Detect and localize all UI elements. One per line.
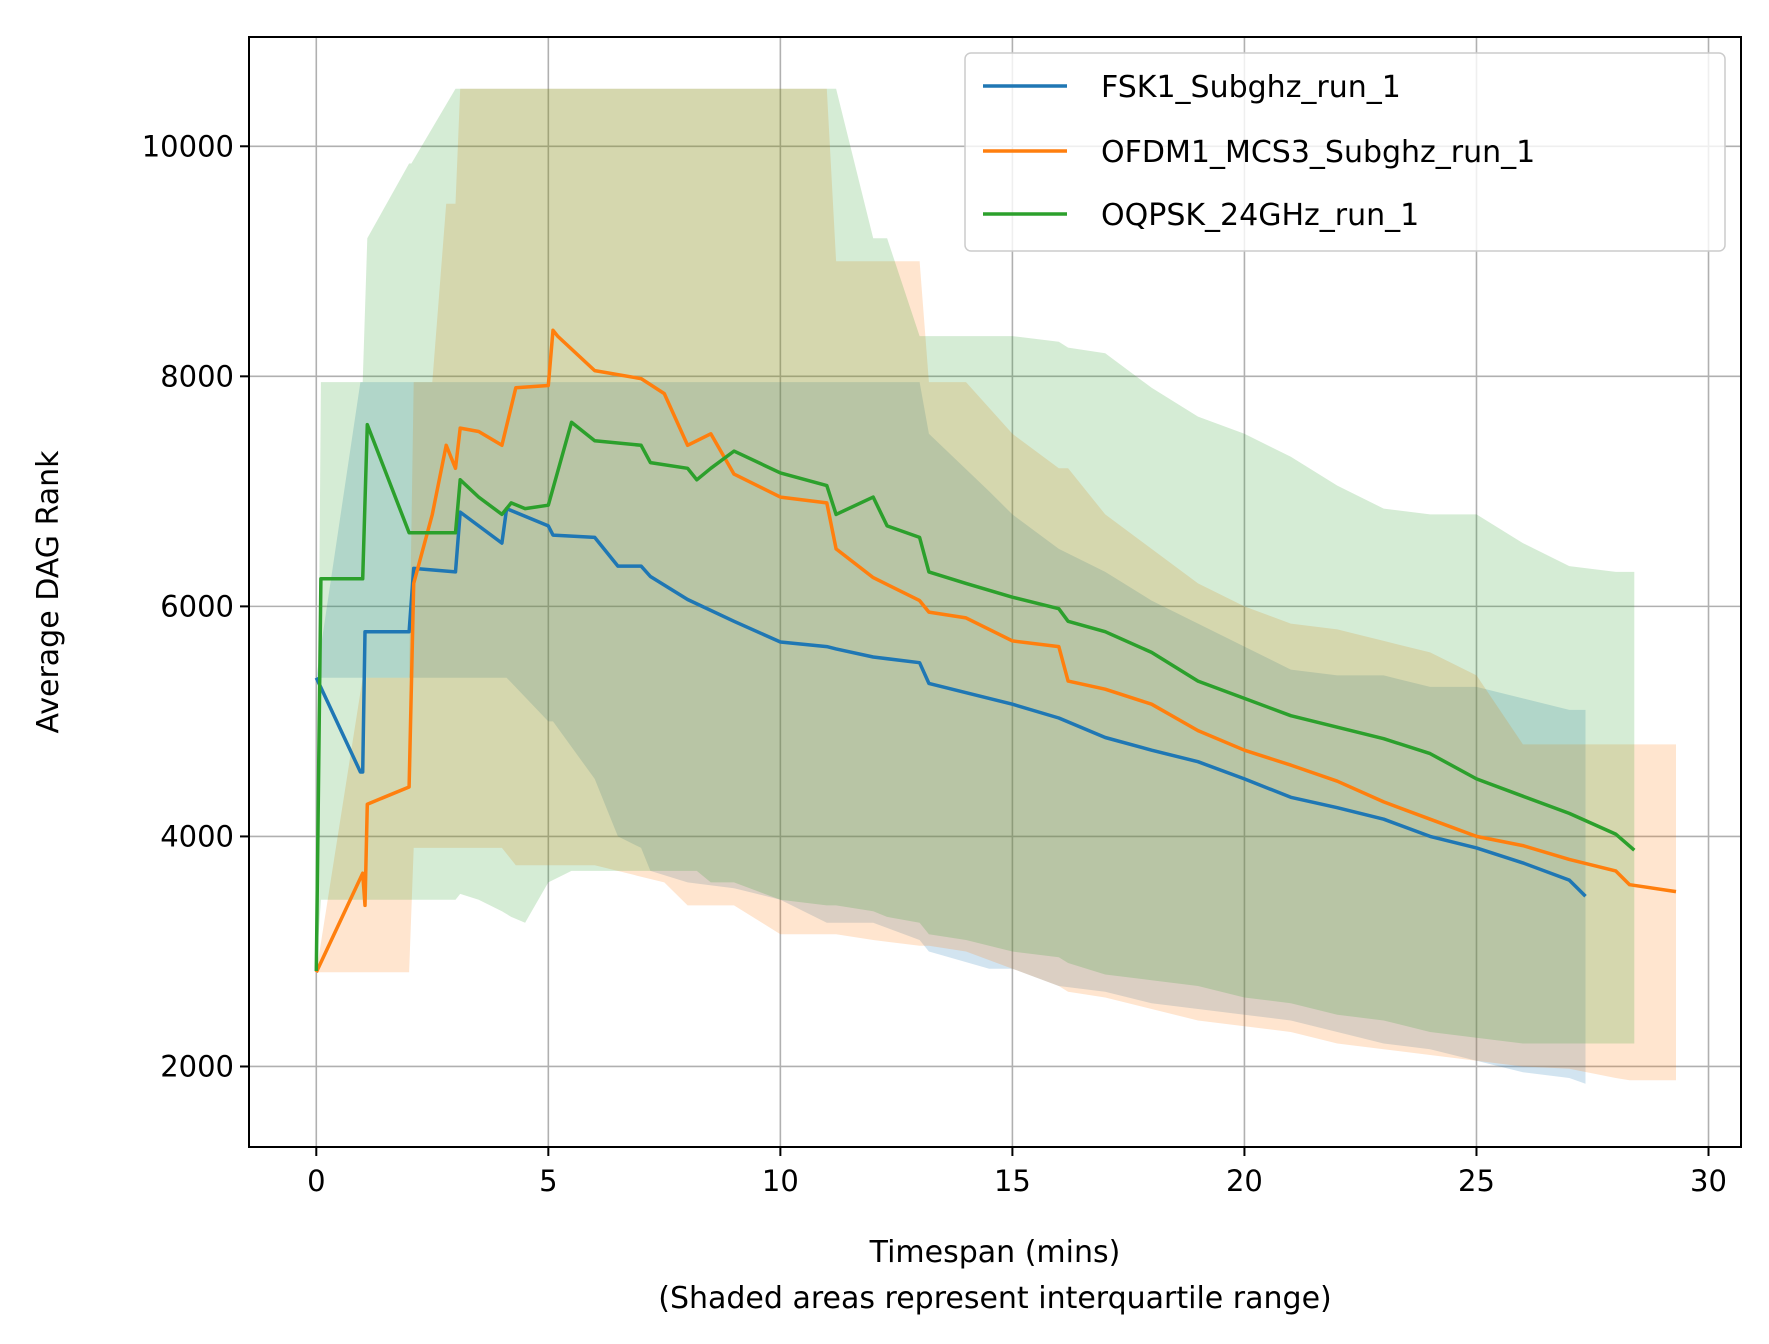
x-axis-label: Timespan (mins) (869, 1235, 1121, 1270)
y-tick-label-8000: 8000 (160, 359, 234, 393)
legend-label-oqpsk: OQPSK_24GHz_run_1 (1101, 198, 1419, 233)
x-tick-label-5: 5 (539, 1164, 557, 1198)
x-tick-label-30: 30 (1690, 1164, 1727, 1198)
series-line-fsk1-subghz-run-1 (314, 506, 1587, 898)
y-axis-label: Average DAG Rank (31, 450, 66, 734)
series-line-ofdm1-mcs3-subghz-run-1 (314, 328, 1677, 973)
x-tick-label-10: 10 (762, 1164, 799, 1198)
x-tick-label-15: 15 (994, 1164, 1031, 1198)
legend-label-ofdm1: OFDM1_MCS3_Subghz_run_1 (1101, 135, 1535, 170)
x-tick-label-0: 0 (307, 1164, 325, 1198)
x-tick-label-20: 20 (1226, 1164, 1263, 1198)
grid (249, 37, 1741, 1147)
iqr-band-oqpsk-24ghz-run-1 (316, 88, 1635, 1044)
legend: FSK1_Subghz_run_1 OFDM1_MCS3_Subghz_run_… (964, 52, 1726, 252)
x-tick-label-25: 25 (1458, 1164, 1495, 1198)
series-lines (314, 328, 1677, 973)
legend-label-fsk1: FSK1_Subghz_run_1 (1101, 70, 1401, 105)
y-tick-label-10000: 10000 (142, 129, 234, 163)
series-line-oqpsk-24ghz-run-1 (314, 420, 1636, 972)
y-tick-label-2000: 2000 (160, 1049, 234, 1083)
iqr-bands (316, 88, 1676, 1084)
y-tick-label-6000: 6000 (160, 589, 234, 623)
axis-ticks: 0 5 10 15 20 25 30 2000 4000 6000 8000 10000 (142, 129, 1727, 1198)
y-tick-label-4000: 4000 (160, 819, 234, 853)
x-axis-note: (Shaded areas represent interquartile ra… (658, 1281, 1332, 1316)
iqr-band-ofdm1-mcs3-subghz-run-1 (316, 88, 1676, 1081)
legend-box (964, 52, 1726, 252)
iqr-band-fsk1-subghz-run-1 (316, 382, 1586, 1084)
plot-frame (248, 36, 1742, 1148)
